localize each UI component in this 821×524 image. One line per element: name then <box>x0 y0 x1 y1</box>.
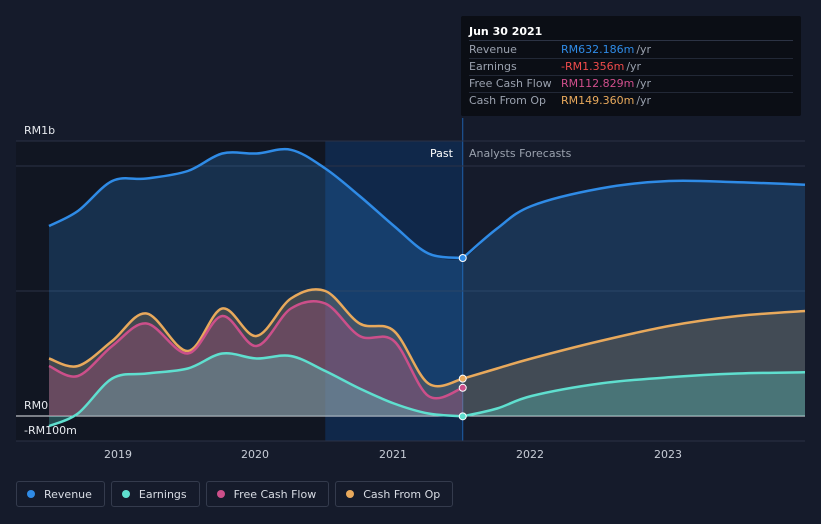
legend-dot-icon <box>121 490 130 498</box>
earnings-area <box>49 353 805 426</box>
free-cash-flow-present-point[interactable] <box>458 383 467 392</box>
y-tick-label: RM0 <box>24 399 49 412</box>
revenue-forecast-line <box>461 179 806 259</box>
tooltip-row-cash-from-op: Cash From Op RM149.360m/yr <box>469 92 793 109</box>
free-cash-flow-line <box>48 299 464 400</box>
legend-item-free-cash-flow[interactable]: Free Cash Flow <box>205 481 330 507</box>
legend: Revenue Earnings Free Cash Flow Cash Fro… <box>16 481 454 507</box>
legend-dot-icon <box>216 490 225 498</box>
tooltip-value: -RM1.356m <box>561 60 625 73</box>
x-tick-label: 2022 <box>516 448 544 461</box>
tooltip-row-earnings: Earnings -RM1.356m/yr <box>469 58 793 76</box>
cash-from-op-line <box>48 288 464 388</box>
tooltip-value: RM149.360m <box>561 94 635 107</box>
earnings-forecast-line <box>462 371 806 418</box>
x-tick-label: 2021 <box>379 448 407 461</box>
tooltip-label: Earnings <box>469 60 517 73</box>
revenue-area <box>49 149 805 416</box>
tooltip-unit: /yr <box>636 43 652 56</box>
cash-from-op-present-point[interactable] <box>458 374 467 383</box>
legend-item-cash-from-op[interactable]: Cash From Op <box>335 481 454 507</box>
revenue-line <box>48 147 463 260</box>
past-label: Past <box>430 147 453 160</box>
tooltip-row-free-cash-flow: Free Cash Flow RM112.829m/yr <box>469 75 793 93</box>
legend-label: Revenue <box>44 487 92 501</box>
tooltip-divider <box>469 40 793 41</box>
earnings-line <box>48 351 463 428</box>
legend-label: Cash From Op <box>363 487 441 501</box>
legend-label: Free Cash Flow <box>233 487 317 501</box>
revenue-present-point[interactable] <box>458 254 467 262</box>
tooltip-value: RM112.829m <box>561 77 635 90</box>
y-tick-label: -RM100m <box>24 424 77 437</box>
forecast-label: Analysts Forecasts <box>469 147 572 160</box>
x-tick-label: 2023 <box>654 448 682 461</box>
legend-label: Earnings <box>138 487 187 501</box>
legend-item-earnings[interactable]: Earnings <box>110 481 200 507</box>
tooltip-row-revenue: Revenue RM632.186m/yr <box>469 41 793 59</box>
legend-dot-icon <box>346 490 355 498</box>
tooltip: Jun 30 2021 Revenue RM632.186m/yr Earnin… <box>461 16 801 116</box>
cash-from-op-forecast-line <box>462 309 806 380</box>
tooltip-unit: /yr <box>636 94 652 107</box>
tooltip-value: RM632.186m <box>561 43 635 56</box>
tooltip-unit: /yr <box>636 77 652 90</box>
tooltip-date: Jun 30 2021 <box>469 25 543 38</box>
tooltip-label: Revenue <box>469 43 517 56</box>
legend-item-revenue[interactable]: Revenue <box>16 481 105 507</box>
earnings-present-point[interactable] <box>458 412 467 421</box>
x-tick-label: 2019 <box>104 448 132 461</box>
x-tick-label: 2020 <box>241 448 269 461</box>
tooltip-label: Cash From Op <box>469 94 547 107</box>
tooltip-label: Free Cash Flow <box>469 77 552 90</box>
tooltip-unit: /yr <box>626 60 642 73</box>
y-tick-label: RM1b <box>24 124 56 137</box>
legend-dot-icon <box>27 490 35 498</box>
